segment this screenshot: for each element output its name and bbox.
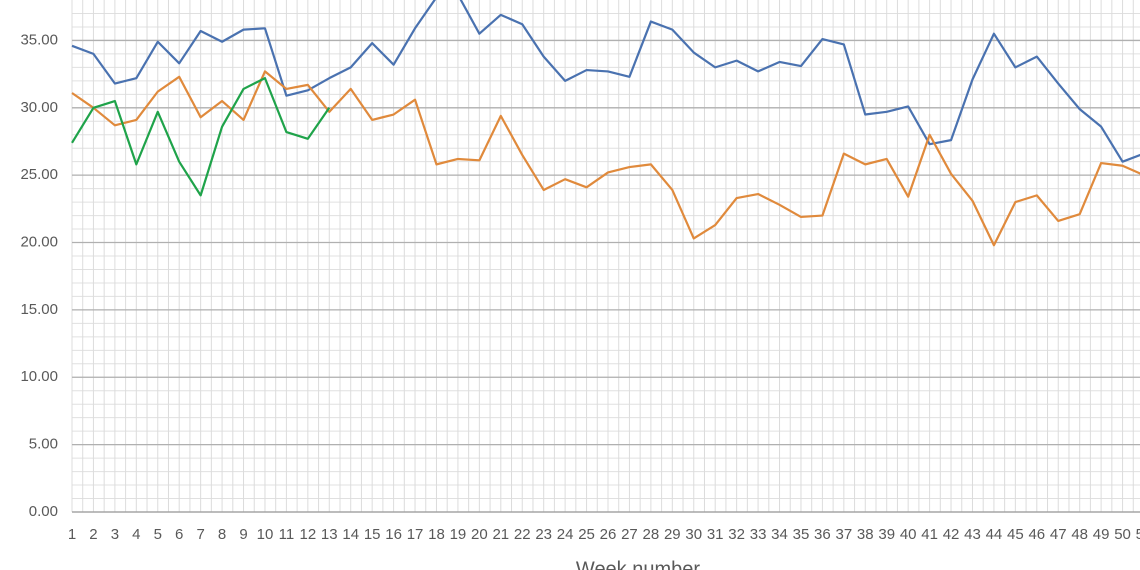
x-tick-label: 26 (600, 526, 617, 543)
x-tick-label: 49 (1093, 526, 1110, 543)
x-tick-label: 11 (279, 526, 295, 543)
x-tick-label: 15 (364, 526, 381, 543)
x-tick-label: 13 (321, 526, 338, 543)
x-tick-label: 24 (557, 526, 574, 543)
x-tick-label: 17 (407, 526, 424, 543)
x-tick-label: 5 (154, 526, 162, 543)
x-tick-label: 30 (685, 526, 702, 543)
x-tick-label: 25 (578, 526, 595, 543)
x-tick-label: 3 (111, 526, 119, 543)
y-tick-label: 30.00 (20, 99, 58, 116)
y-tick-label: 35.00 (20, 31, 58, 48)
x-tick-label: 6 (175, 526, 183, 543)
x-tick-label: 40 (900, 526, 917, 543)
x-tick-label: 48 (1071, 526, 1088, 543)
x-tick-label: 41 (921, 526, 938, 543)
x-tick-label: 27 (621, 526, 638, 543)
grid (71, 0, 1140, 513)
x-tick-label: 33 (750, 526, 767, 543)
y-tick-label: 25.00 (20, 166, 58, 183)
y-tick-label: 5.00 (29, 436, 58, 453)
x-tick-label: 7 (196, 526, 204, 543)
x-tick-label: 39 (878, 526, 895, 543)
x-tick-label: 10 (257, 526, 274, 543)
x-tick-label: 21 (492, 526, 509, 543)
x-tick-label: 31 (707, 526, 724, 543)
x-tick-label: 32 (728, 526, 745, 543)
x-tick-label: 18 (428, 526, 445, 543)
x-tick-label: 37 (835, 526, 852, 543)
x-tick-label: 16 (385, 526, 402, 543)
y-tick-label: 0.00 (29, 503, 58, 520)
x-tick-label: 4 (132, 526, 140, 543)
x-tick-label: 22 (514, 526, 531, 543)
y-tick-label: 15.00 (20, 301, 58, 318)
x-tick-label: 1 (68, 526, 76, 543)
x-tick-label: 35 (793, 526, 810, 543)
x-axis-title: Week number (576, 558, 700, 570)
data-line (71, 77, 331, 197)
x-tick-label: 43 (964, 526, 981, 543)
x-tick-label: 28 (643, 526, 660, 543)
series-group (71, 0, 1140, 247)
x-tick-label: 46 (1028, 526, 1045, 543)
x-tick-label: 42 (943, 526, 960, 543)
x-tick-label: 50 (1114, 526, 1131, 543)
x-tick-label: 8 (218, 526, 226, 543)
data-line (71, 0, 1140, 163)
x-tick-label: 38 (857, 526, 874, 543)
x-tick-label: 51 (1136, 526, 1140, 543)
x-tick-label: 36 (814, 526, 831, 543)
x-tick-label: 9 (239, 526, 247, 543)
y-tick-label: 20.00 (20, 233, 58, 250)
x-tick-label: 2 (89, 526, 97, 543)
x-tick-label: 44 (986, 526, 1003, 543)
x-tick-label: 47 (1050, 526, 1067, 543)
x-tick-label: 23 (535, 526, 552, 543)
x-tick-label: 29 (664, 526, 681, 543)
x-tick-label: 34 (771, 526, 788, 543)
x-tick-label: 12 (299, 526, 316, 543)
x-tick-label: 20 (471, 526, 488, 543)
x-tick-label: 14 (342, 526, 359, 543)
x-tick-label: 19 (450, 526, 467, 543)
x-tick-label: 45 (1007, 526, 1024, 543)
data-line (71, 70, 1140, 247)
y-tick-label: 10.00 (20, 368, 58, 385)
